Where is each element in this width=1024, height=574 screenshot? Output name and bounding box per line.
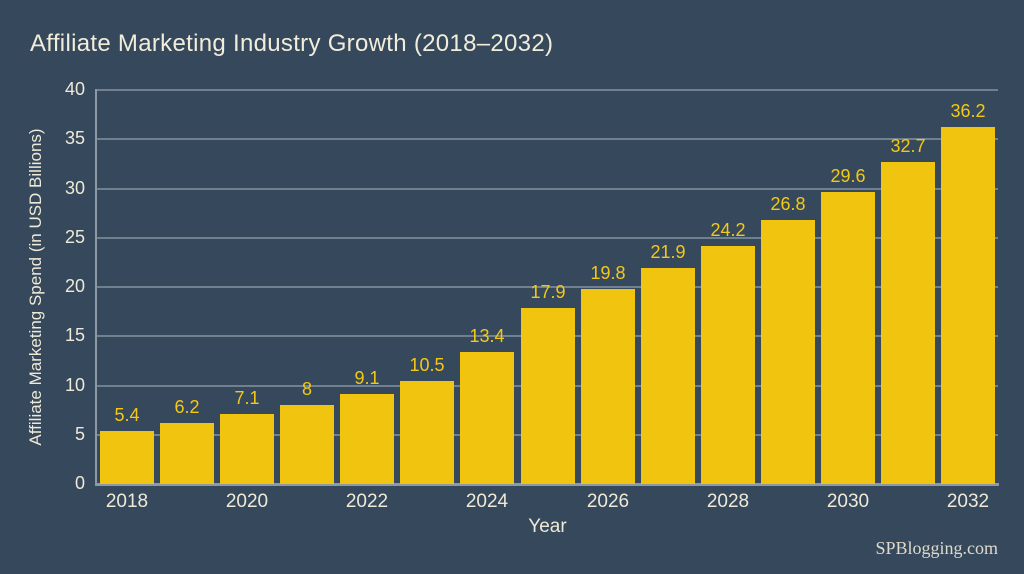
y-tick-label: 5 (74, 423, 85, 444)
x-tick-label: 2022 (345, 491, 389, 512)
bar (581, 289, 635, 484)
bar (821, 192, 875, 484)
bar-value-label: 8 (301, 379, 312, 399)
x-tick-label: 2032 (946, 491, 990, 512)
bar (220, 414, 274, 484)
bar (460, 352, 514, 484)
x-tick-label: 2024 (465, 491, 509, 512)
plot-area (97, 89, 998, 484)
bar-value-label: 32.7 (890, 136, 926, 156)
bar-value-label: 17.9 (530, 282, 566, 302)
gridline (97, 236, 998, 239)
bar-value-label: 13.4 (469, 326, 505, 346)
bar (521, 308, 575, 484)
y-tick-label: 25 (64, 226, 85, 247)
bar-value-label: 6.2 (174, 397, 200, 417)
bar (881, 162, 935, 484)
x-axis-title: Year (528, 516, 567, 537)
bar (941, 127, 995, 484)
bar-value-label: 5.4 (114, 405, 140, 425)
y-tick-label: 30 (64, 177, 85, 198)
x-tick-label: 2026 (586, 491, 630, 512)
y-tick-label: 35 (64, 128, 85, 149)
bar-value-label: 36.2 (950, 101, 986, 121)
y-axis-line (95, 89, 97, 486)
x-tick-label: 2028 (706, 491, 750, 512)
bar (160, 423, 214, 484)
bar-value-label: 29.6 (830, 166, 866, 186)
bar-value-label: 19.8 (590, 263, 626, 283)
y-tick-label: 15 (64, 325, 85, 346)
y-tick-label: 40 (64, 79, 85, 99)
x-tick-label: 2030 (826, 491, 870, 512)
x-tick-label: 2020 (225, 491, 269, 512)
bar-value-label: 26.8 (770, 194, 806, 214)
gridline (97, 187, 998, 190)
gridline (97, 138, 998, 141)
x-axis-line (95, 483, 999, 486)
bar-value-label: 7.1 (234, 388, 260, 408)
bar (280, 405, 334, 484)
y-tick-label: 10 (64, 374, 85, 395)
gridline (97, 89, 998, 91)
y-tick-label: 0 (74, 473, 85, 493)
y-tick-label: 20 (64, 276, 85, 296)
x-tick-label: 2018 (105, 491, 149, 512)
bar (761, 220, 815, 484)
chart-title: Affiliate Marketing Industry Growth (201… (30, 30, 554, 57)
watermark: SPBlogging.com (875, 538, 998, 558)
bar-value-label: 9.1 (354, 368, 380, 388)
bar-value-label: 21.9 (650, 242, 686, 262)
gridline (97, 286, 998, 288)
bar (400, 381, 454, 484)
bar-value-label: 10.5 (409, 355, 445, 375)
bar (100, 431, 154, 484)
bar (340, 394, 394, 484)
bar (701, 246, 755, 484)
bar (641, 268, 695, 484)
bar-value-label: 24.2 (710, 220, 746, 240)
